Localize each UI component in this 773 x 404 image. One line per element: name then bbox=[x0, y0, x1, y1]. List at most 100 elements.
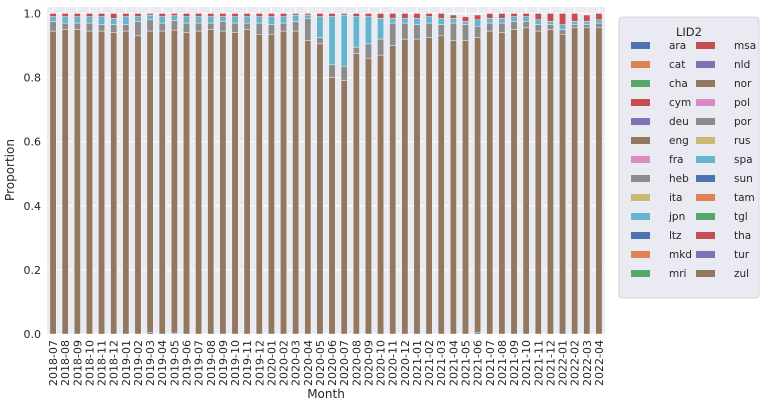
bar-segment-heb bbox=[207, 22, 215, 30]
bar-segment-eng bbox=[595, 27, 603, 335]
bar-segment-cym bbox=[146, 13, 154, 16]
legend-label-heb: heb bbox=[669, 173, 689, 185]
bar-segment-eng bbox=[352, 53, 360, 335]
x-tick-label: 2021-04 bbox=[447, 340, 460, 386]
legend-swatch-tam bbox=[696, 194, 715, 201]
legend-label-ita: ita bbox=[669, 192, 682, 204]
bar-segment-heb bbox=[595, 22, 603, 29]
bar-segment-eng bbox=[304, 40, 312, 335]
x-tick-label: 2020-06 bbox=[326, 340, 339, 386]
bar-segment-heb bbox=[401, 22, 409, 40]
bar-stacks bbox=[49, 13, 603, 335]
bar-segment-eng bbox=[280, 30, 287, 335]
legend-label-cat: cat bbox=[669, 59, 685, 71]
bar-segment-cym bbox=[280, 13, 287, 17]
x-tick-label: 2018-09 bbox=[71, 340, 84, 386]
bar-segment-spa bbox=[425, 16, 433, 24]
legend-label-mri: mri bbox=[669, 268, 686, 280]
x-tick-label: 2020-10 bbox=[375, 340, 388, 386]
x-tick-label: 2020-03 bbox=[290, 340, 303, 386]
bar-segment-spa bbox=[571, 21, 579, 25]
legend-label-ltz: ltz bbox=[669, 230, 682, 242]
bar-segment-eng bbox=[401, 38, 409, 335]
bar-segment-cym bbox=[316, 13, 324, 17]
x-tick-label: 2019-01 bbox=[120, 340, 133, 386]
bar-segment-eng bbox=[158, 30, 166, 335]
bar-segment-cym bbox=[462, 16, 469, 22]
bar-segment-spa bbox=[340, 14, 348, 67]
bar-segment-heb bbox=[195, 22, 202, 32]
bar-segment-heb bbox=[352, 46, 360, 54]
bar-segment-cym bbox=[328, 13, 336, 17]
legend-label-cym: cym bbox=[669, 97, 691, 109]
x-tick-label: 2020-07 bbox=[338, 340, 351, 386]
legend-swatch-cat bbox=[631, 61, 650, 68]
legend-swatch-zul bbox=[696, 270, 715, 277]
bar-segment-heb bbox=[122, 24, 130, 32]
bar-segment-eng bbox=[49, 30, 57, 335]
bar-segment-cym bbox=[292, 13, 300, 16]
y-tick-label: 0.8 bbox=[24, 72, 42, 85]
bar-segment-eng bbox=[389, 45, 397, 335]
bar-segment-cym bbox=[268, 13, 275, 17]
bar-segment-cym bbox=[498, 13, 506, 19]
bar-segment-cym bbox=[413, 13, 421, 19]
legend-label-pol: pol bbox=[734, 97, 750, 109]
x-tick-label: 2019-03 bbox=[144, 340, 157, 386]
bar-segment-heb bbox=[134, 21, 142, 37]
legend-label-tgl: tgl bbox=[734, 211, 748, 223]
bar-segment-heb bbox=[49, 21, 57, 32]
bar-segment-spa bbox=[377, 18, 384, 40]
bar-segment-spa bbox=[243, 16, 251, 24]
bar-segment-spa bbox=[231, 16, 239, 24]
bar-segment-spa bbox=[328, 16, 336, 65]
x-tick-label: 2020-01 bbox=[265, 340, 278, 386]
bar-segment-spa bbox=[316, 16, 324, 38]
bar-segment-eng bbox=[195, 30, 202, 335]
x-tick-label: 2020-05 bbox=[314, 340, 327, 386]
bar-segment-spa bbox=[413, 18, 421, 25]
bar-segment-heb bbox=[61, 22, 69, 30]
y-tick-label: 0.6 bbox=[24, 136, 42, 149]
legend-swatch-deu bbox=[631, 118, 650, 125]
bar-segment-eng bbox=[268, 34, 275, 335]
x-tick-label: 2019-11 bbox=[241, 340, 254, 386]
x-tick-label: 2018-07 bbox=[47, 340, 60, 386]
bar-segment-heb bbox=[86, 22, 93, 32]
bar-segment-eng bbox=[219, 30, 227, 335]
bar-segment-eng bbox=[474, 37, 481, 333]
bar-segment-heb bbox=[243, 22, 251, 30]
bar-segment-cym bbox=[61, 13, 69, 17]
legend-swatch-msa bbox=[696, 42, 715, 49]
x-tick-label: 2019-02 bbox=[132, 340, 145, 386]
bar-segment-eng bbox=[534, 30, 542, 335]
x-tick-label: 2020-02 bbox=[278, 340, 291, 386]
x-tick-label: 2019-05 bbox=[168, 340, 181, 386]
legend-swatch-mri bbox=[631, 270, 650, 277]
bar-segment-cym bbox=[340, 13, 348, 16]
bar-segment-cym bbox=[49, 13, 57, 17]
bar-segment-cym bbox=[171, 13, 178, 16]
x-tick-label: 2020-11 bbox=[387, 340, 400, 386]
bar-segment-heb bbox=[498, 22, 506, 33]
x-tick-label: 2021-06 bbox=[472, 340, 485, 386]
bar-segment-eng bbox=[413, 38, 421, 335]
bar-segment-spa bbox=[219, 16, 227, 22]
bar-segment-spa bbox=[183, 16, 190, 24]
bar-segment-cym bbox=[522, 13, 530, 17]
bar-segment-spa bbox=[559, 24, 566, 30]
legend-swatch-nor bbox=[696, 80, 715, 87]
bar-segment-eng bbox=[498, 32, 506, 335]
bar-segment-eng bbox=[255, 34, 263, 335]
bar-segment-cym bbox=[86, 13, 93, 17]
x-tick-label: 2018-08 bbox=[59, 340, 72, 386]
x-tick-label: 2021-05 bbox=[460, 340, 473, 386]
legend-swatch-tur bbox=[696, 251, 715, 258]
legend-label-ara: ara bbox=[669, 40, 686, 52]
bar-segment-spa bbox=[122, 16, 130, 25]
bar-segment-eng bbox=[425, 37, 433, 335]
bar-segment-eng bbox=[61, 29, 69, 335]
bar-segment-heb bbox=[146, 19, 154, 32]
x-tick-label: 2021-10 bbox=[520, 340, 533, 386]
bar-segment-heb bbox=[171, 20, 178, 31]
